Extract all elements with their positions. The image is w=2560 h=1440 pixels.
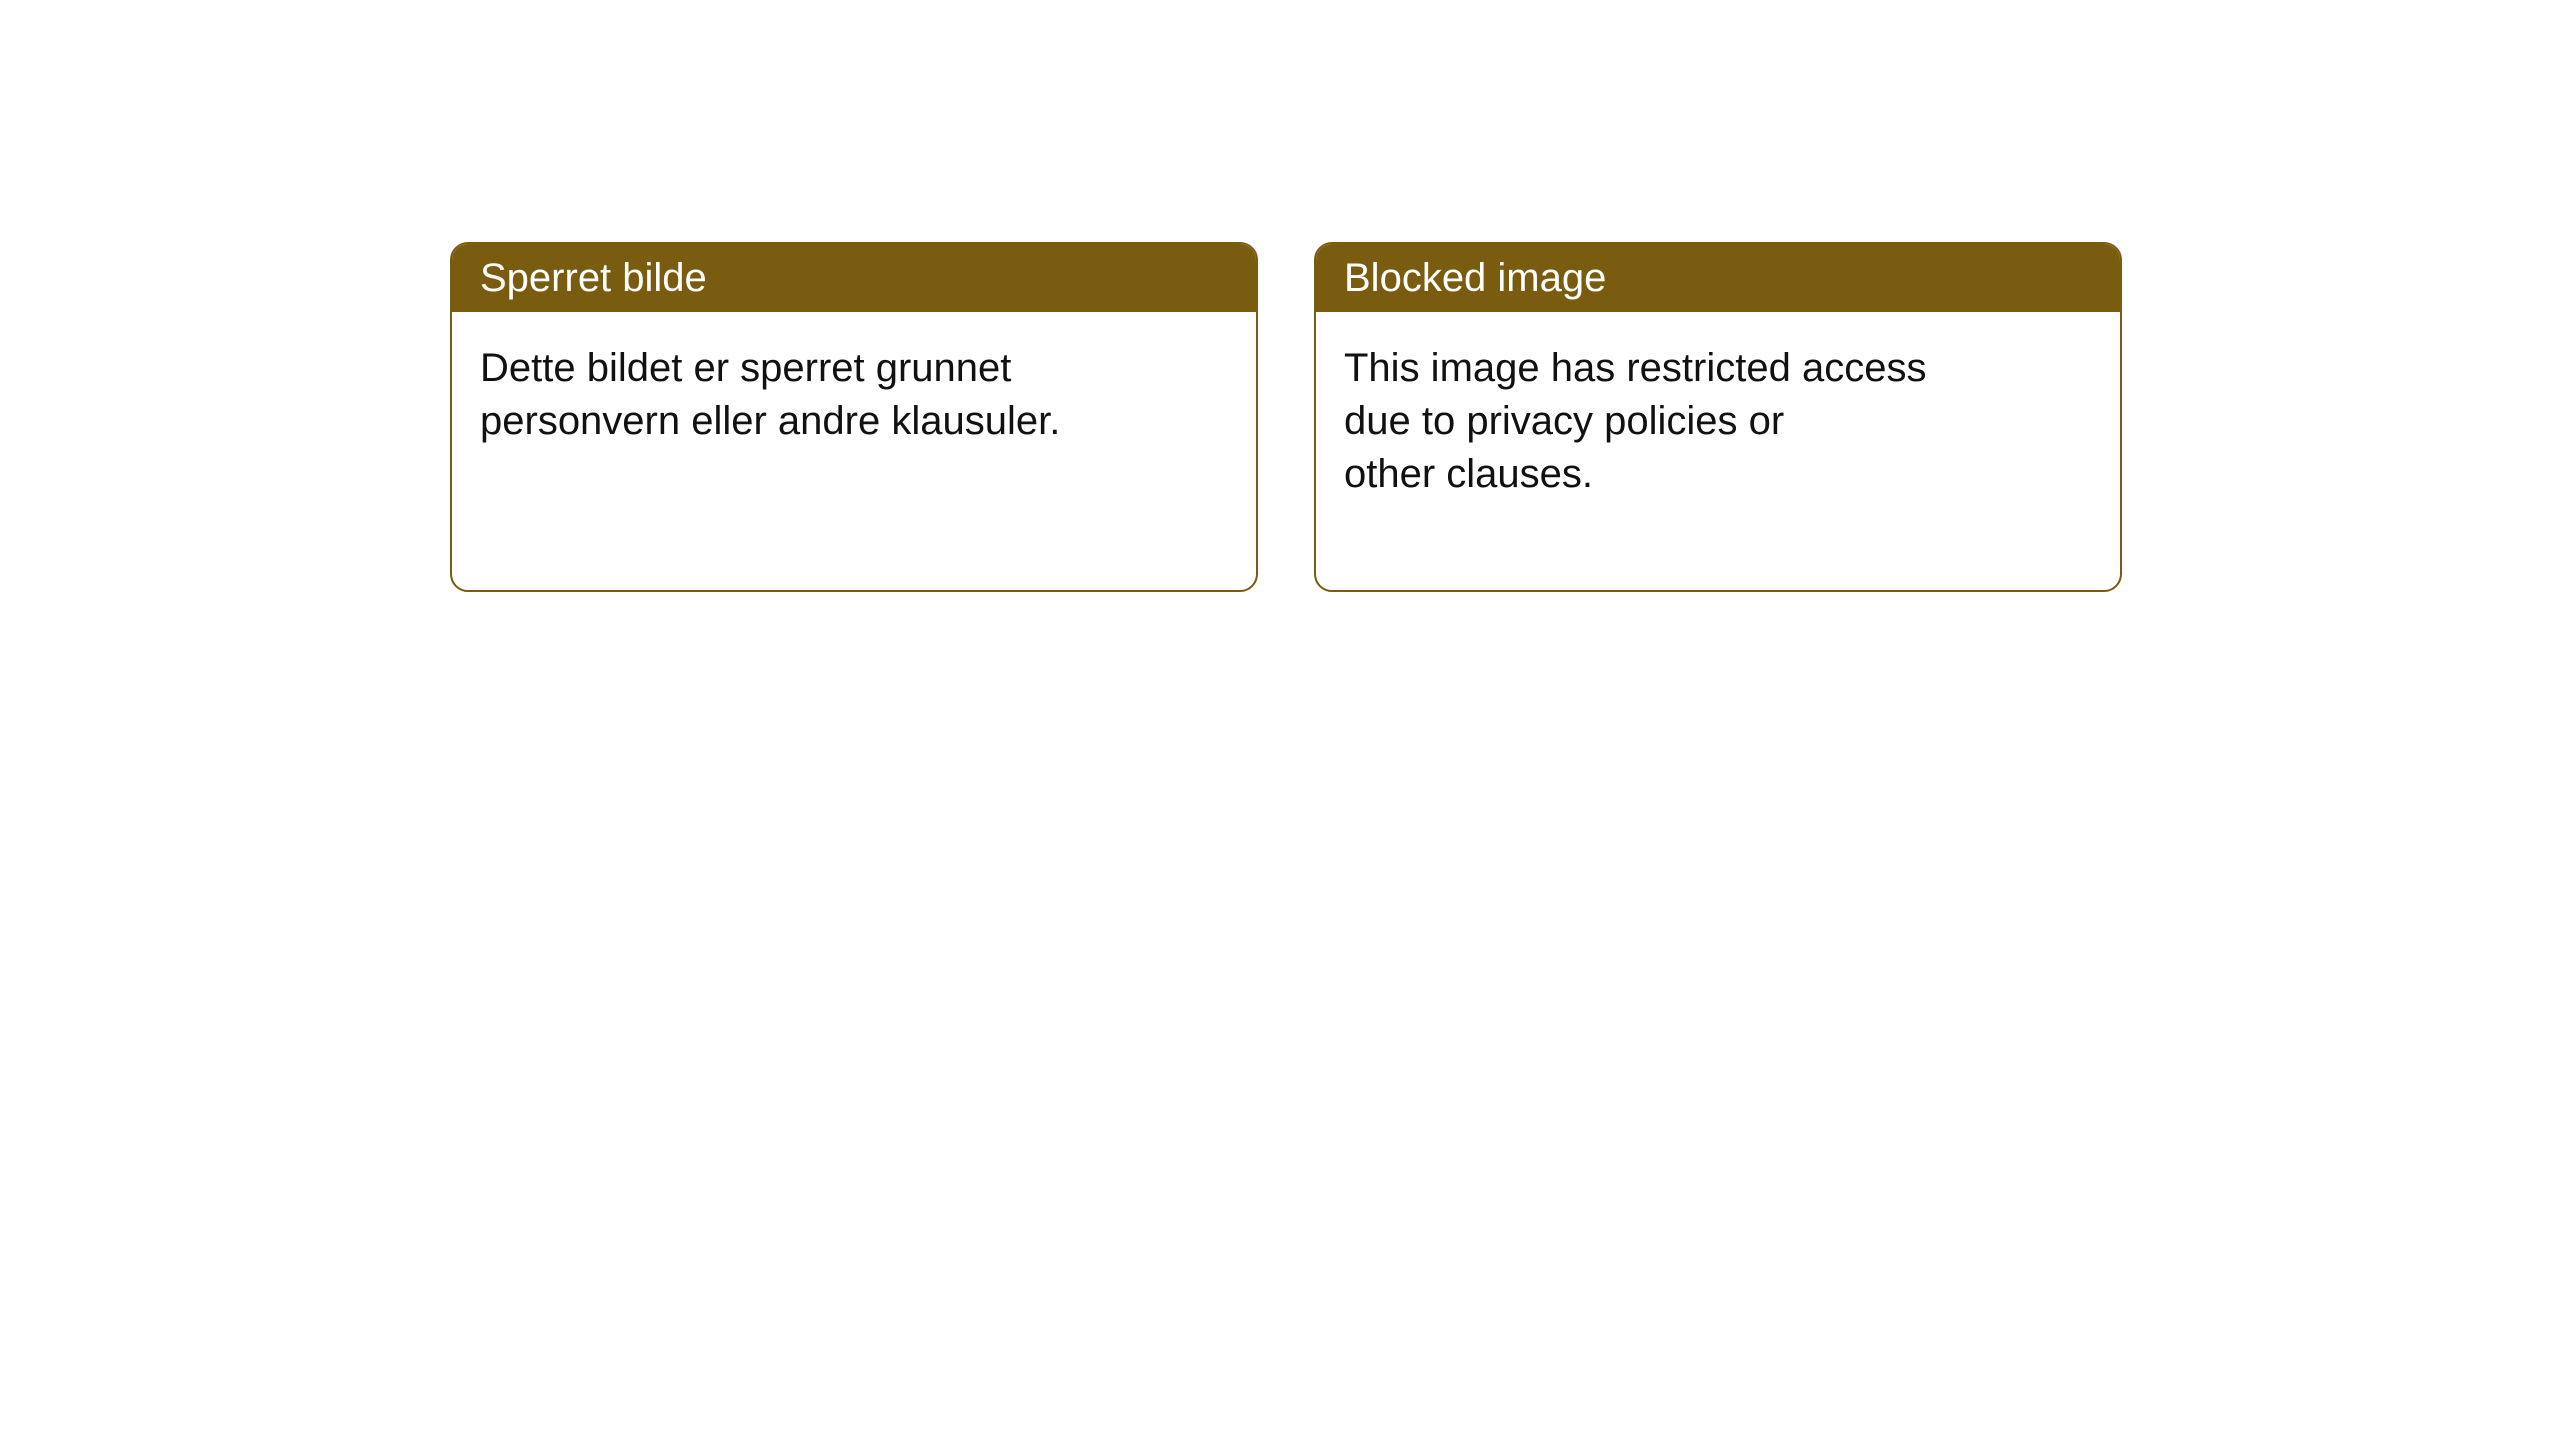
notice-header-no: Sperret bilde: [452, 244, 1256, 312]
notice-container: Sperret bilde Dette bildet er sperret gr…: [0, 0, 2560, 592]
notice-body-no: Dette bildet er sperret grunnet personve…: [452, 312, 1256, 538]
notice-header-en: Blocked image: [1316, 244, 2120, 312]
notice-card-en: Blocked image This image has restricted …: [1314, 242, 2122, 592]
notice-body-en: This image has restricted access due to …: [1316, 312, 2120, 590]
notice-card-no: Sperret bilde Dette bildet er sperret gr…: [450, 242, 1258, 592]
